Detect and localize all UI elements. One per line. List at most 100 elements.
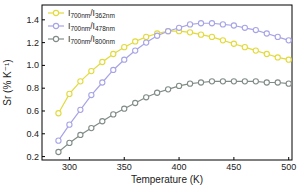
series-marker — [144, 95, 149, 100]
x-tick-label: 350 — [117, 162, 132, 172]
series-line — [58, 31, 288, 113]
series-marker — [165, 29, 170, 34]
series-marker — [253, 27, 258, 32]
y-tick-label: 0.6 — [26, 106, 39, 116]
series-marker — [264, 51, 269, 56]
series-marker — [144, 40, 149, 45]
series-marker — [165, 29, 170, 34]
series-marker — [67, 122, 72, 127]
x-tick-label: 500 — [281, 162, 296, 172]
series-marker — [56, 138, 61, 143]
y-tick — [42, 156, 45, 157]
series-marker — [100, 59, 105, 64]
series-marker — [209, 34, 214, 39]
y-tick — [42, 42, 45, 43]
series-marker — [286, 57, 291, 62]
series-marker — [187, 30, 192, 35]
series-marker — [198, 21, 203, 26]
series-marker — [111, 67, 116, 72]
series-marker — [67, 91, 72, 96]
x-tick-label: 450 — [226, 162, 241, 172]
series-marker — [78, 79, 83, 84]
series-marker — [264, 31, 269, 36]
y-tick-label: 0.4 — [26, 129, 39, 139]
series-marker — [209, 21, 214, 26]
series-marker — [122, 45, 127, 50]
series-marker — [198, 80, 203, 85]
series-marker — [231, 79, 236, 84]
series-marker — [275, 34, 280, 39]
series-marker — [165, 87, 170, 92]
series-marker — [231, 41, 236, 46]
y-tick — [42, 110, 45, 111]
series-marker — [155, 33, 160, 38]
series-marker — [78, 132, 83, 137]
series-marker — [231, 23, 236, 28]
series-marker — [242, 79, 247, 84]
series-marker — [133, 39, 138, 44]
series-marker — [209, 79, 214, 84]
series-marker — [100, 119, 105, 124]
series-line — [58, 81, 288, 152]
y-tick-label: 1.4 — [26, 15, 39, 25]
series-marker — [187, 81, 192, 86]
series-group — [56, 21, 291, 155]
x-tick — [288, 157, 289, 160]
series-line — [58, 23, 288, 140]
y-tick — [42, 133, 45, 134]
series-marker — [133, 48, 138, 53]
series-marker — [220, 22, 225, 27]
legend-marker — [53, 36, 58, 41]
x-tick — [69, 157, 70, 160]
series-marker — [111, 112, 116, 117]
x-tick-label: 400 — [172, 162, 187, 172]
y-tick-label: 0.2 — [26, 152, 39, 162]
series-marker — [187, 22, 192, 27]
series-marker — [242, 45, 247, 50]
series-marker — [176, 83, 181, 88]
series-marker — [275, 55, 280, 60]
series-marker — [67, 140, 72, 145]
x-tick — [124, 157, 125, 160]
legend-label: I700nm/I478nm — [68, 21, 115, 32]
legend: I700nm/I362nm I700nm/I478nm I700nm/I800nm — [48, 8, 115, 45]
chart: 3003504004505000.20.40.60.81.01.21.4Temp… — [0, 0, 299, 189]
y-tick — [42, 65, 45, 66]
series-marker — [220, 38, 225, 43]
series-marker — [100, 80, 105, 85]
series-marker — [286, 38, 291, 43]
y-tick-label: 0.8 — [26, 83, 39, 93]
x-tick — [179, 157, 180, 160]
series-marker — [275, 80, 280, 85]
series-marker — [264, 80, 269, 85]
series-marker — [122, 57, 127, 62]
legend-label: I700nm/I362nm — [68, 8, 115, 19]
x-tick — [233, 157, 234, 160]
series-marker — [144, 34, 149, 39]
plot-frame — [42, 5, 292, 160]
series-marker — [176, 25, 181, 30]
series-marker — [78, 107, 83, 112]
series-marker — [198, 32, 203, 37]
series-marker — [133, 100, 138, 105]
legend-label: I700nm/I800nm — [68, 34, 115, 45]
series-marker — [155, 90, 160, 95]
series-marker — [56, 111, 61, 116]
y-tick-label: 1.2 — [26, 38, 39, 48]
series-marker — [56, 149, 61, 154]
y-tick-label: 1.0 — [26, 60, 39, 70]
series-marker — [242, 25, 247, 30]
legend-marker — [53, 10, 58, 15]
x-axis-label: Temperature (K) — [131, 174, 203, 185]
series-marker — [253, 79, 258, 84]
series-marker — [220, 79, 225, 84]
series-marker — [122, 106, 127, 111]
y-tick — [42, 88, 45, 89]
series-marker — [253, 48, 258, 53]
legend-marker — [53, 23, 58, 28]
series-marker — [89, 125, 94, 130]
series-marker — [89, 69, 94, 74]
series-marker — [89, 92, 94, 97]
series-marker — [286, 81, 291, 86]
y-axis-label: Sr (% K⁻¹) — [2, 59, 13, 105]
